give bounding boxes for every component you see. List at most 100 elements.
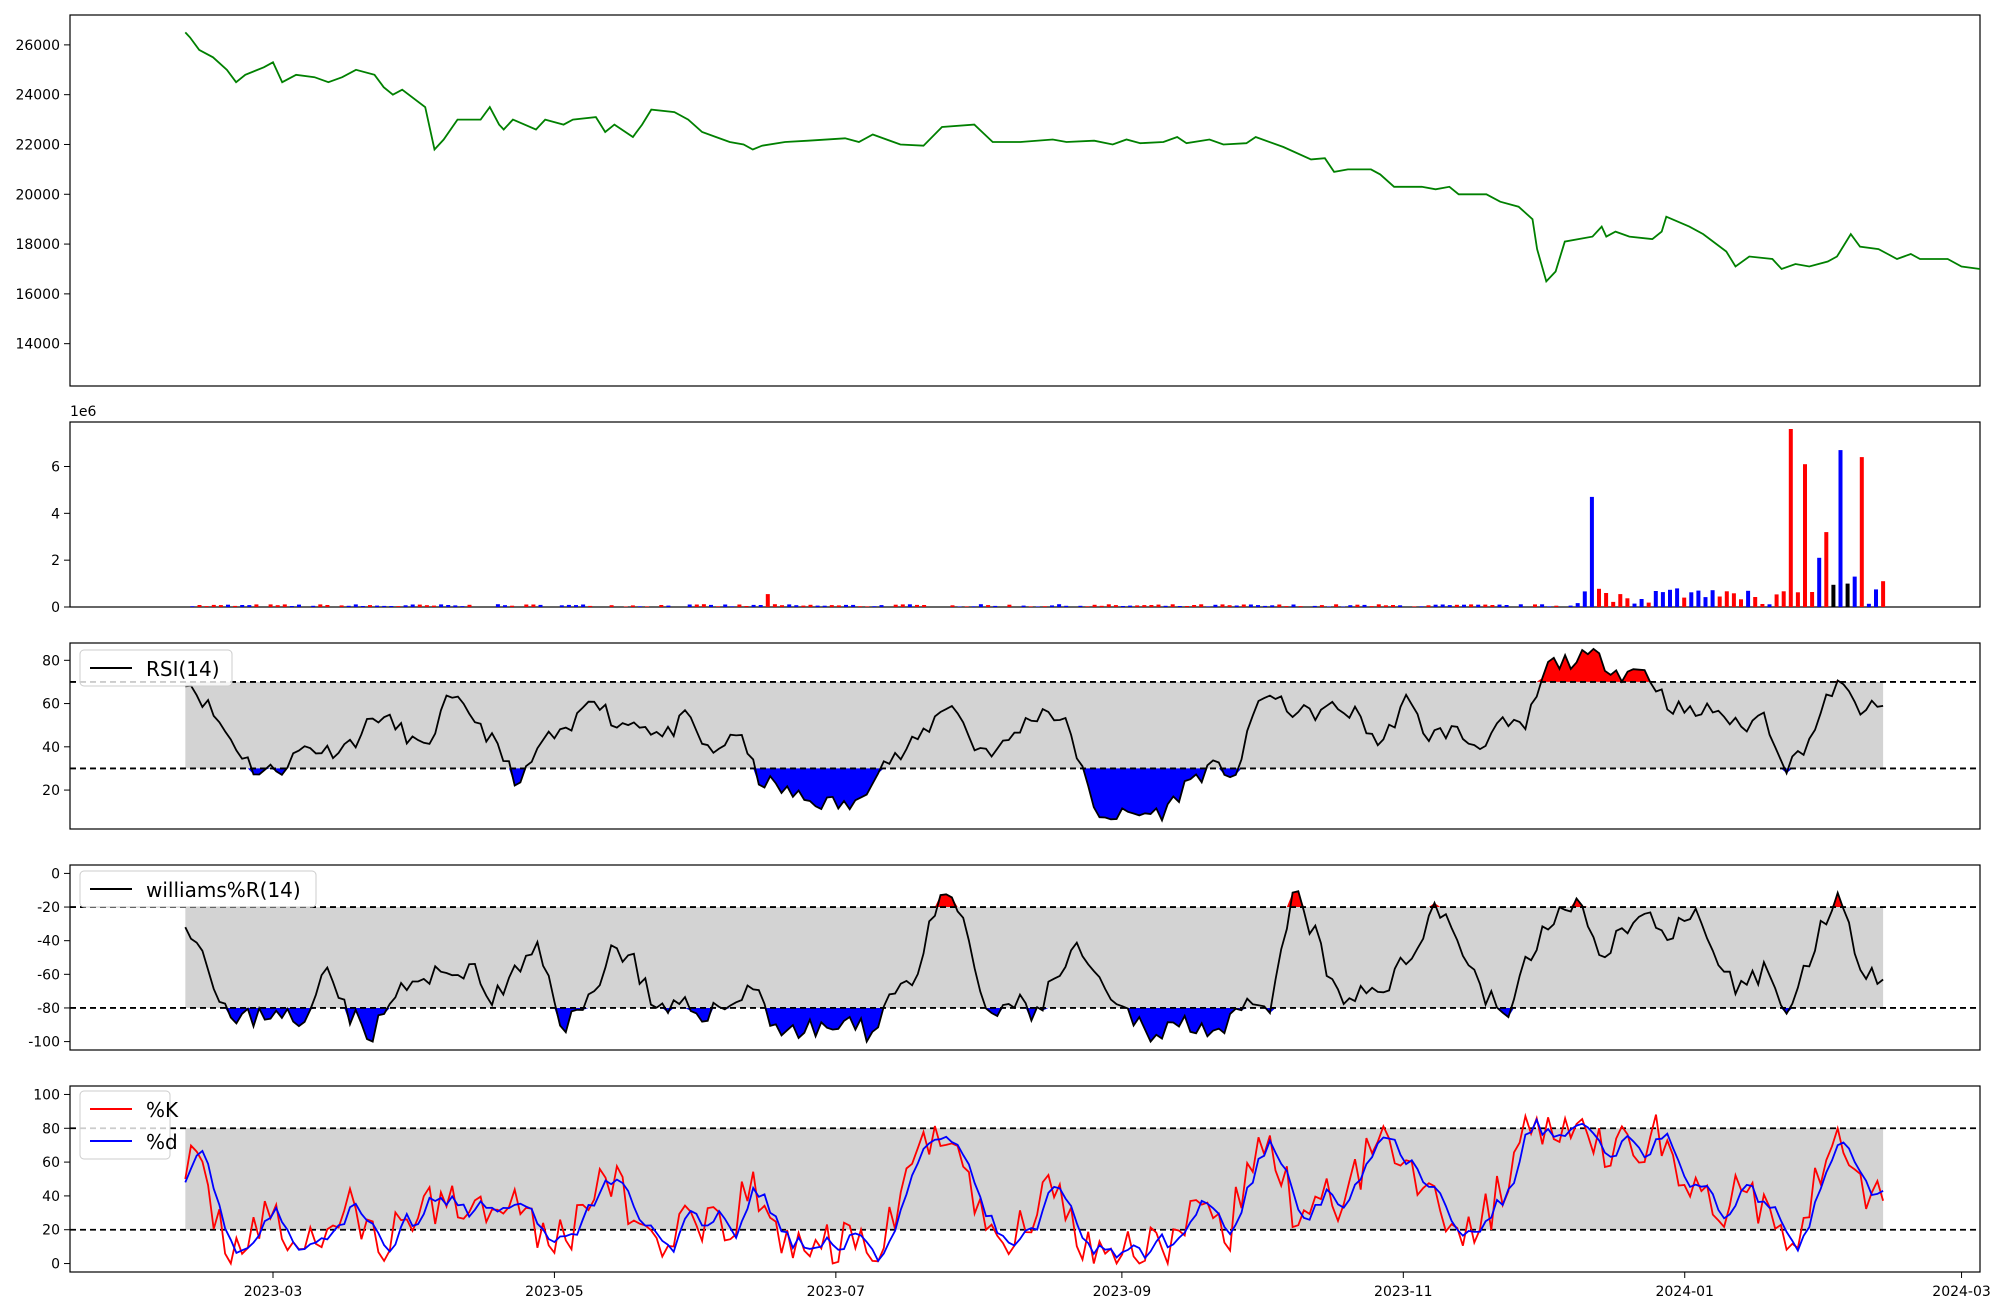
volume-bar <box>1106 604 1111 607</box>
volume-bar <box>1057 604 1062 607</box>
volume-bar <box>226 604 230 607</box>
panel-williams-y-tick-label: -100 <box>28 1035 60 1051</box>
williams-r-panel: -100 -80 -60 -40 -20 0 <box>28 864 1981 1051</box>
volume-bar <box>723 604 728 607</box>
volume-bar <box>836 605 841 607</box>
panel-stoch-frame <box>69 1085 1981 1273</box>
volume-bar <box>1028 606 1033 607</box>
volume-bar <box>751 604 756 607</box>
volume-bar <box>1874 589 1878 607</box>
x-tick-label: 2023-07 <box>807 1284 866 1300</box>
volume-bar <box>659 605 664 607</box>
panel-rsi-y-tick-label: 80 <box>42 653 60 669</box>
rsi-panel: 20 40 60 80 <box>42 642 1981 830</box>
volume-bar <box>829 605 834 607</box>
volume-bar <box>1788 429 1793 607</box>
price-line <box>184 31 1981 284</box>
volume-bar <box>410 604 415 607</box>
volume-bar <box>1035 606 1040 607</box>
volume-bar <box>879 605 884 607</box>
volume-bar <box>1490 605 1495 607</box>
volume-bar <box>1327 606 1331 607</box>
volume-bar <box>794 605 799 607</box>
x-tick-label: 2023-09 <box>1093 1284 1152 1300</box>
volume-bar <box>1653 591 1658 607</box>
volume-bar <box>630 605 635 607</box>
volume-bar <box>1092 604 1097 607</box>
volume-bar <box>1263 605 1268 607</box>
volume-bar <box>1213 604 1218 607</box>
volume-bar <box>701 604 706 607</box>
volume-bar <box>1739 599 1743 607</box>
volume-bar <box>1241 604 1246 607</box>
panel-rsi-y-tick-label: 40 <box>42 740 60 756</box>
volume-bar <box>240 605 245 607</box>
volume-bar <box>1348 605 1353 607</box>
volume-bar <box>900 604 905 607</box>
volume-bar <box>1462 604 1466 607</box>
volume-bar <box>1682 597 1687 607</box>
volume-bar <box>1774 594 1779 607</box>
volume-bar <box>986 605 991 607</box>
volume-bar <box>1447 605 1452 607</box>
panel-williams-y-tick-label: 0 <box>51 866 60 882</box>
volume-bar <box>282 604 287 607</box>
volume-bar <box>1554 605 1559 607</box>
volume-bar <box>609 605 614 607</box>
price-y-tick-label: 18000 <box>15 237 60 253</box>
volume-bar <box>190 606 195 607</box>
volume-bar <box>1256 605 1260 607</box>
williams-line <box>184 889 1884 1044</box>
volume-bar <box>957 606 962 607</box>
stochastic-panel: 0 20 40 60 80 100 <box>33 1085 1981 1273</box>
price-y-tick-label: 20000 <box>15 187 60 203</box>
price-y-tick-label: 24000 <box>15 88 60 104</box>
d-legend-label: %d <box>146 1130 178 1154</box>
volume-bar <box>687 604 692 607</box>
volume-bar <box>1540 604 1545 607</box>
volume-bar <box>1391 605 1395 607</box>
volume-bar <box>1099 605 1104 607</box>
volume-bar <box>1170 604 1175 607</box>
volume-y-tick-label: 4 <box>51 506 60 522</box>
x-tick-label: 2023-11 <box>1374 1284 1433 1300</box>
volume-bar <box>1760 604 1765 607</box>
volume-bar <box>1753 597 1758 607</box>
volume-bar <box>1220 604 1225 607</box>
volume-panel: 0 2 4 6 <box>51 421 1981 616</box>
volume-bar <box>439 604 444 607</box>
volume-bar <box>1611 601 1616 607</box>
volume-bar <box>360 606 365 607</box>
price-panel: 14000 16000 18000 20000 22000 24000 26000 <box>15 14 1981 387</box>
volume-bar <box>1568 605 1573 607</box>
volume-bar <box>311 605 316 607</box>
rsi-line <box>185 647 1884 823</box>
volume-bar <box>368 605 372 607</box>
volume-bar <box>1277 604 1282 607</box>
volume-bar <box>389 606 394 607</box>
volume-bar <box>1831 584 1836 607</box>
volume-bar <box>1724 591 1729 607</box>
volume-bar <box>211 604 216 607</box>
volume-bar <box>1845 583 1850 607</box>
volume-bar <box>1185 606 1189 607</box>
panel-rsi-band <box>185 681 1884 769</box>
volume-bar <box>524 604 529 607</box>
volume-bar <box>1199 604 1204 607</box>
price-frame <box>69 14 1981 387</box>
volume-bar <box>1319 605 1324 607</box>
volume-bar <box>495 604 500 607</box>
volume-bar <box>1767 604 1772 607</box>
volume-bar <box>865 606 870 607</box>
volume-bar <box>801 605 806 607</box>
volume-bar <box>247 605 252 607</box>
volume-bar <box>382 605 387 607</box>
volume-bar <box>1703 597 1708 607</box>
x-tick-label: 2024-03 <box>1932 1284 1991 1300</box>
volume-bar <box>1433 604 1438 607</box>
volume-bar <box>1881 581 1886 607</box>
volume-bar <box>1866 603 1871 607</box>
panel-williams-band <box>185 907 1884 1008</box>
williams-legend-box <box>79 870 317 908</box>
volume-bar <box>765 594 770 607</box>
